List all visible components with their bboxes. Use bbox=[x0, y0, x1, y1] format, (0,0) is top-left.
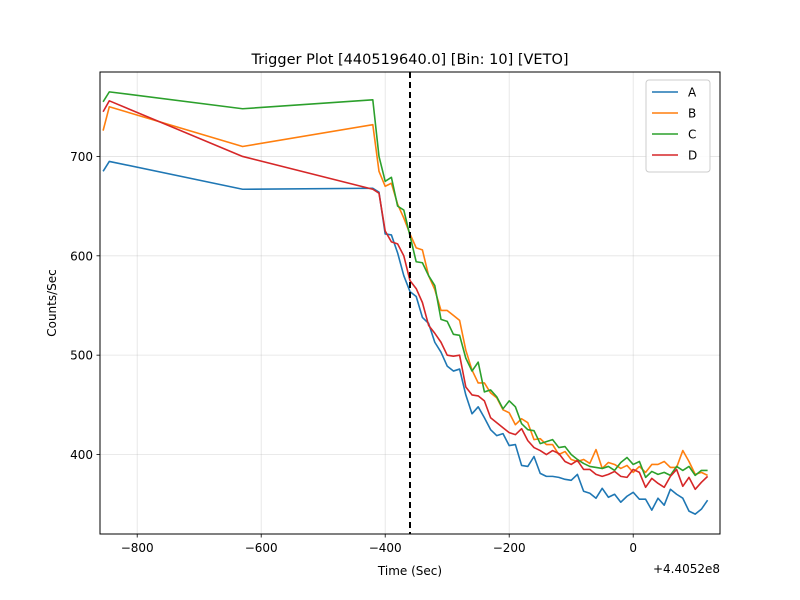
series-line-a bbox=[102, 160, 709, 515]
series-line-c bbox=[102, 91, 708, 479]
plot-series bbox=[102, 91, 709, 515]
plot-frame bbox=[99, 71, 721, 535]
y-tick-label: 500 bbox=[70, 349, 93, 363]
chart-title: Trigger Plot [440519640.0] [Bin: 10] [VE… bbox=[250, 52, 568, 68]
x-tick-label: −800 bbox=[121, 541, 154, 555]
legend-box bbox=[645, 79, 711, 173]
x-axis-label: Time (Sec) bbox=[377, 564, 442, 578]
legend-label-d: D bbox=[688, 149, 697, 163]
y-tick-label: 400 bbox=[70, 448, 93, 462]
y-tick-label: 700 bbox=[70, 150, 93, 164]
legend-label-c: C bbox=[688, 128, 696, 142]
legend-label-a: A bbox=[688, 86, 697, 100]
series-line-d bbox=[102, 100, 709, 491]
axes: −800 −600 −400 −200 0 400 500 600 700 bbox=[70, 150, 637, 555]
x-tick-label: −400 bbox=[369, 541, 402, 555]
x-tick-label: 0 bbox=[629, 541, 637, 555]
legend-label-b: B bbox=[688, 107, 696, 121]
y-tick-label: 600 bbox=[70, 249, 93, 263]
x-tick-label: −200 bbox=[493, 541, 526, 555]
series-line-b bbox=[102, 105, 708, 477]
y-axis-label: Counts/Sec bbox=[45, 269, 59, 337]
x-axis-offset-label: +4.4052e8 bbox=[653, 562, 720, 576]
x-tick-label: −600 bbox=[245, 541, 278, 555]
